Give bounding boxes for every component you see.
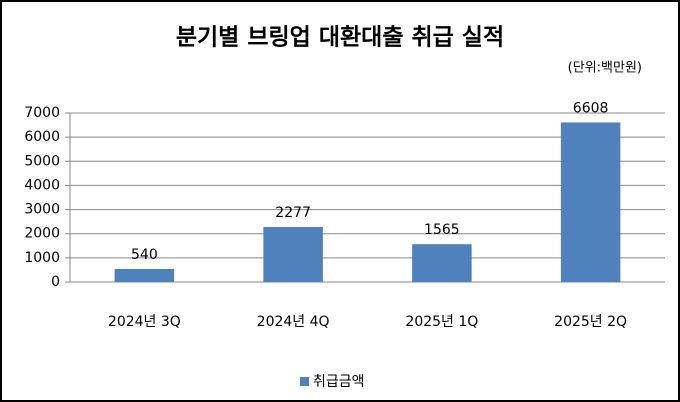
y-tick-label: 0 xyxy=(51,274,60,290)
x-tick-label: 2024년 4Q xyxy=(257,314,330,330)
value-label: 540 xyxy=(131,247,158,263)
bar xyxy=(263,227,323,282)
value-label: 6608 xyxy=(573,100,609,116)
bar xyxy=(412,244,472,282)
bar xyxy=(114,268,175,282)
x-tick-label: 2024년 3Q xyxy=(108,314,181,330)
value-label: 2277 xyxy=(275,205,311,221)
y-tick-label: 5000 xyxy=(24,153,60,169)
chart-subtitle: (단위:백만원) xyxy=(568,61,642,76)
value-label: 1565 xyxy=(424,222,460,238)
chart-title: 분기별 브링업 대환대출 취급 실적 xyxy=(176,25,504,51)
x-tick-label: 2025년 1Q xyxy=(405,314,478,330)
legend-label: 취급금액 xyxy=(313,374,365,390)
y-tick-label: 2000 xyxy=(24,226,60,242)
bar xyxy=(560,122,621,283)
legend-swatch xyxy=(300,377,309,386)
x-tick-label: 2025년 2Q xyxy=(554,314,627,330)
y-tick-label: 4000 xyxy=(24,177,60,193)
y-tick-label: 7000 xyxy=(24,105,60,121)
y-tick-label: 6000 xyxy=(24,129,60,145)
y-tick-label: 3000 xyxy=(24,202,60,218)
y-tick-label: 1000 xyxy=(24,250,60,266)
